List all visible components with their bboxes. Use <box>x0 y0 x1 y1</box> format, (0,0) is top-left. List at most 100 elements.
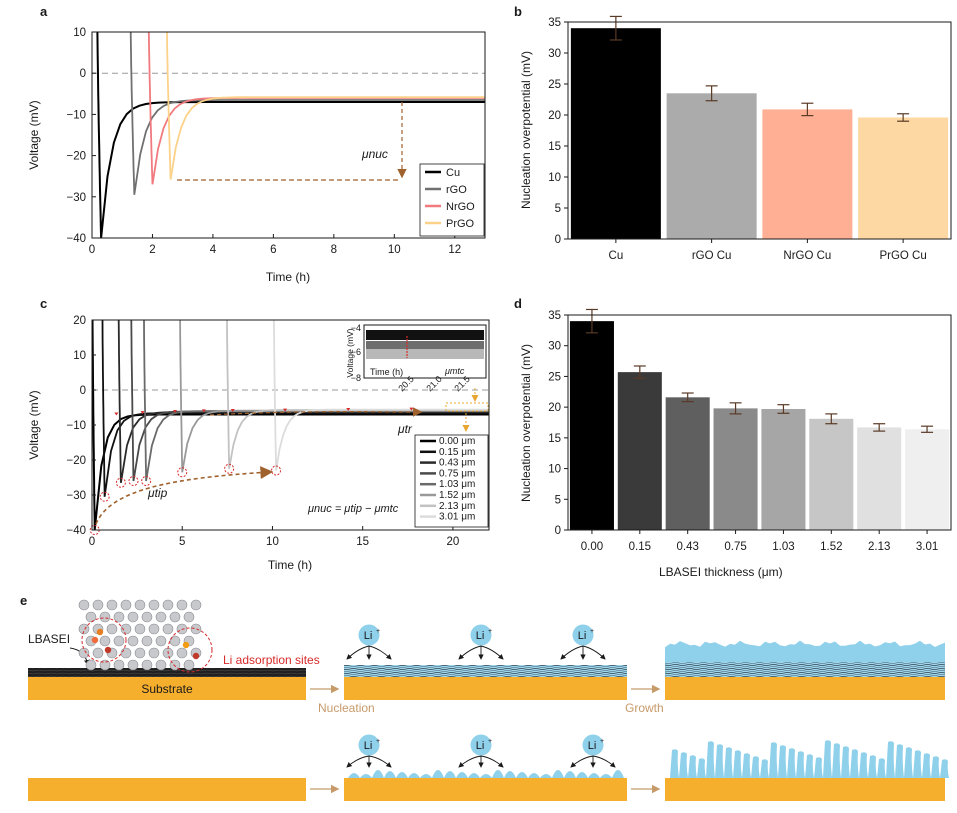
li-ion-arrow <box>582 645 606 660</box>
y-tick-label: −20 <box>66 455 86 467</box>
lattice-atom <box>127 635 139 647</box>
dopant-atom <box>192 652 200 660</box>
nucleation-label: Nucleation <box>318 701 375 715</box>
legend-label: rGO <box>446 184 467 196</box>
tip-marker <box>177 467 188 478</box>
dendrite <box>706 741 715 778</box>
dendrite <box>751 756 760 778</box>
series-line <box>129 31 485 195</box>
lattice-atom <box>155 611 167 623</box>
bar <box>570 28 661 240</box>
li-ion-arrow <box>570 755 594 768</box>
lattice-atom <box>106 623 118 635</box>
li-ion-charge: + <box>488 738 492 745</box>
y-tick-label: 0 <box>80 385 86 397</box>
panel-c-mu-tip-label: μtip <box>147 486 168 500</box>
y-tick-label: −20 <box>66 151 86 163</box>
x-tick-label: 10 <box>388 244 401 256</box>
graphene-lattice-illustration <box>78 599 202 671</box>
lattice-atom <box>148 599 160 611</box>
dendrite <box>760 759 769 778</box>
li-ion-arrow <box>346 645 370 660</box>
panel-c-annotations: μtip μtr μnuc = μtip − μmtc <box>95 388 489 525</box>
dendrite <box>850 749 859 778</box>
panel-a-x-label: Time (h) <box>266 270 310 284</box>
lattice-atom <box>85 611 97 623</box>
substrate-block-5 <box>344 778 627 801</box>
bar <box>905 429 950 530</box>
panel-d-ticks: 0.00 0.15 0.43 0.75 1.03 1.52 2.13 3.01 0 5 10 15 20… <box>548 310 938 553</box>
y-tick-label: −30 <box>66 490 86 502</box>
dopant-atom <box>104 646 112 654</box>
panel-d-bars <box>569 308 950 530</box>
bar <box>761 408 806 530</box>
panel-a-ticks: 0 2 4 6 8 10 12 10 0 −10 −20 −30 −40 <box>66 27 461 256</box>
lattice-atom <box>190 599 202 611</box>
panel-a-mu-nuc-label: μnuc <box>361 147 388 161</box>
panel-c-mu-tr-label: μtr <box>397 422 413 436</box>
dopant-atom <box>96 628 104 636</box>
y-tick-label: 0 <box>555 234 561 246</box>
bar <box>762 109 853 239</box>
panel-c-inset: Time (h) μmtc Voltage (mV) −4 −6 −8 20.5… <box>345 323 487 393</box>
y-tick-label: 30 <box>548 341 561 353</box>
dendrite <box>931 756 940 778</box>
dendrite <box>733 750 742 778</box>
x-tick-label: 3.01 <box>916 541 938 553</box>
substrate-block-3 <box>665 677 945 700</box>
lattice-atom <box>148 647 160 659</box>
dopant-atom <box>182 641 190 649</box>
legend-label: 0.00 μm <box>439 436 475 447</box>
dendrite <box>877 758 886 778</box>
dendrite <box>697 758 706 778</box>
lattice-atom <box>78 623 90 635</box>
lattice-atom <box>120 599 132 611</box>
dendrite <box>913 750 922 778</box>
dopant-atom <box>91 636 99 644</box>
panel-letter-a: a <box>40 4 48 19</box>
transition-marker <box>114 412 119 416</box>
panel-c-inset-xlabel: Time (h) <box>370 367 403 377</box>
lattice-atom <box>99 659 111 671</box>
lattice-atom <box>141 635 153 647</box>
x-tick-label: rGO Cu <box>692 250 732 262</box>
x-tick-label: 2.13 <box>868 541 890 553</box>
panel-a-curves <box>92 31 485 239</box>
y-tick-label: 20 <box>73 315 86 327</box>
lattice-atom <box>134 599 146 611</box>
x-tick-label: 1.03 <box>772 541 794 553</box>
li-dendrites <box>670 740 949 778</box>
li-ion-arrow <box>480 755 504 768</box>
substrate-block-1 <box>28 677 306 700</box>
li-ion-circle <box>582 734 604 756</box>
dendrite <box>814 757 823 778</box>
lattice-atom <box>120 623 132 635</box>
li-ion-arrow <box>346 755 370 768</box>
panel-a-legend: Cu rGO NrGO PrGO <box>419 163 485 237</box>
bar <box>713 408 758 530</box>
y-tick-label: 35 <box>548 17 561 29</box>
li-ion-arrow <box>560 645 584 660</box>
legend-label: NrGO <box>446 201 475 213</box>
y-tick-label: 5 <box>555 494 561 506</box>
tip-marker <box>224 463 235 474</box>
panel-c-inset-band-dark <box>366 330 484 340</box>
panel-b-bar-chart: Cu rGO Cu NrGO Cu PrGO Cu 0 5 10 15 20 25 30 35 Nuc… <box>519 15 952 262</box>
li-ion-circle <box>358 734 380 756</box>
dendrite <box>922 753 931 778</box>
panel-d-x-label: LBASEI thickness (μm) <box>659 565 783 579</box>
growth-label: Growth <box>625 701 664 715</box>
series-line <box>166 31 485 180</box>
dendrite <box>859 752 868 778</box>
lbasei-layer-1 <box>28 668 306 677</box>
legend-label: 3.01 μm <box>439 512 475 523</box>
lattice-atom <box>141 611 153 623</box>
transition-marker <box>409 407 414 411</box>
series-line <box>273 319 489 471</box>
transition-marker <box>140 411 145 415</box>
panel-c-legend-box <box>414 434 489 528</box>
lattice-atom <box>148 623 160 635</box>
tip-marker <box>271 465 282 476</box>
panel-d-bar-chart: 0.00 0.15 0.43 0.75 1.03 1.52 2.13 3.01 0 5 10 15 20… <box>519 308 952 579</box>
dendrite <box>796 751 805 778</box>
